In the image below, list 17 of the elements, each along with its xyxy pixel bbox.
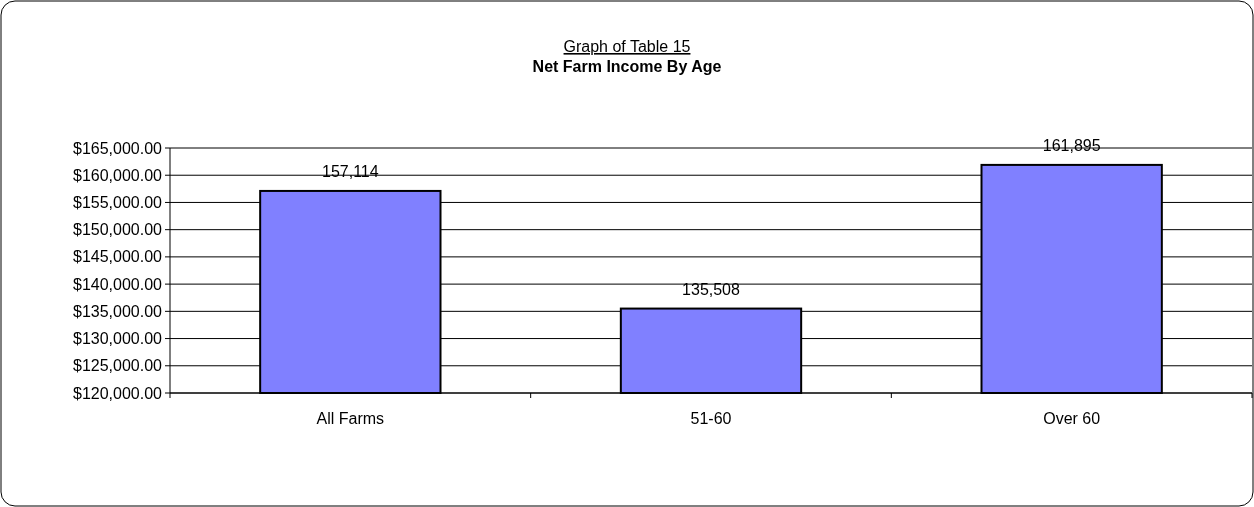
data-label: 161,895 — [1042, 136, 1101, 154]
y-tick-label: $155,000.00 — [73, 194, 163, 212]
y-tick-label: $125,000.00 — [73, 357, 163, 375]
y-tick-label: $150,000.00 — [73, 221, 163, 239]
chart-title: Net Farm Income By Age — [532, 58, 722, 75]
y-tick-label: $130,000.00 — [73, 330, 163, 348]
y-tick-label: $140,000.00 — [73, 275, 163, 293]
y-tick-label: $165,000.00 — [73, 139, 163, 157]
data-label: 135,508 — [682, 280, 741, 298]
y-tick-label: $120,000.00 — [73, 384, 163, 402]
x-tick-label: All Farms — [316, 410, 385, 427]
y-tick-label: $135,000.00 — [73, 302, 163, 320]
x-tick-label: Over 60 — [1043, 410, 1101, 427]
chart-subtitle: Graph of Table 15 — [563, 38, 691, 55]
y-tick-label: $145,000.00 — [73, 248, 163, 266]
x-tick-label: 51-60 — [690, 410, 732, 427]
y-tick-label: $160,000.00 — [73, 166, 163, 184]
